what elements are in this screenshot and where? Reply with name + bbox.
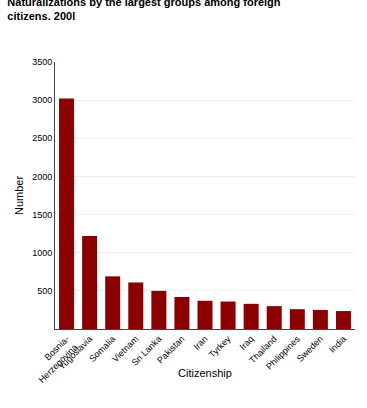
svg-text:1500: 1500 <box>32 210 52 220</box>
svg-text:India: India <box>327 334 348 355</box>
svg-text:Number: Number <box>13 176 25 215</box>
svg-text:1000: 1000 <box>32 248 52 258</box>
svg-text:3000: 3000 <box>32 95 52 105</box>
svg-text:Iran: Iran <box>192 334 210 352</box>
svg-text:Pakistan: Pakistan <box>155 334 186 365</box>
svg-text:Somalia: Somalia <box>87 334 117 364</box>
svg-text:2500: 2500 <box>32 133 52 143</box>
svg-text:Sri Lanka: Sri Lanka <box>129 334 163 368</box>
svg-text:Iraq: Iraq <box>238 334 256 352</box>
svg-text:500: 500 <box>37 286 52 296</box>
svg-text:Philippines: Philippines <box>264 333 302 371</box>
svg-text:Thailand: Thailand <box>247 334 278 365</box>
svg-text:Bosnia-Herzegovina: Bosnia-Herzegovina <box>28 334 79 385</box>
svg-text:Tyrkey: Tyrkey <box>207 333 233 359</box>
svg-text:3500: 3500 <box>32 57 52 67</box>
svg-text:Naturalizations by the largest: Naturalizations by the largest groups am… <box>7 0 280 22</box>
svg-text:Sweden: Sweden <box>295 334 325 364</box>
svg-text:Vietnam: Vietnam <box>110 334 140 364</box>
svg-text:2000: 2000 <box>32 172 52 182</box>
svg-text:Citizenship: Citizenship <box>178 367 232 379</box>
svg-text:Yugoslavia: Yugoslavia <box>56 334 94 372</box>
